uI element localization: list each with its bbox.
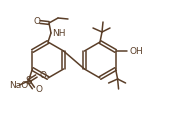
Text: O: O <box>35 86 42 94</box>
Text: NH: NH <box>53 29 66 38</box>
Text: S: S <box>25 76 32 86</box>
Text: O: O <box>33 17 41 25</box>
Text: O: O <box>39 72 46 81</box>
Text: NaO: NaO <box>9 82 29 90</box>
Text: OH: OH <box>130 46 143 56</box>
